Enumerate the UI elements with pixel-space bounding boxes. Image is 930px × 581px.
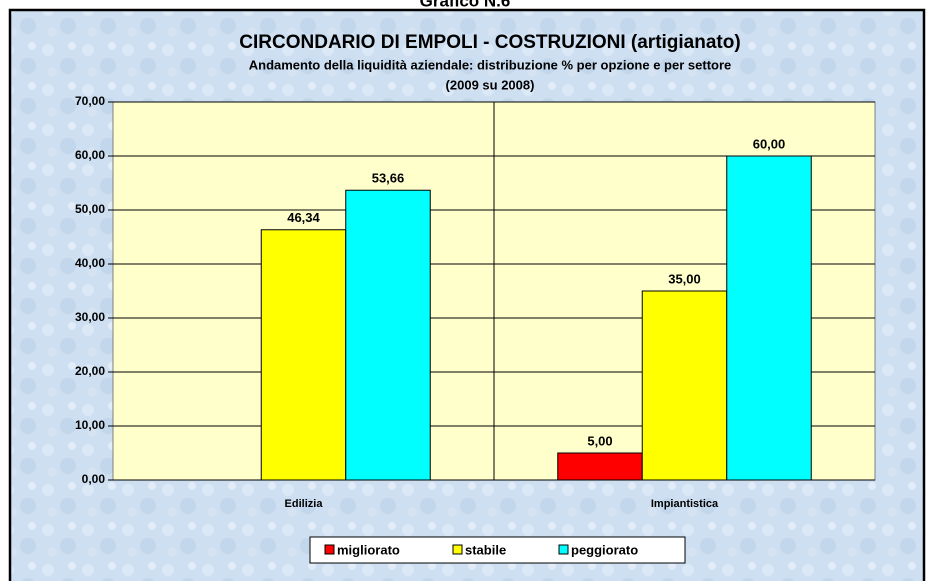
y-tick-label: 30,00	[75, 310, 105, 324]
y-tick-label: 20,00	[75, 364, 105, 378]
bar	[726, 155, 812, 481]
data-label: 60,00	[753, 136, 786, 151]
y-tick-label: 70,00	[75, 94, 105, 108]
legend-label: migliorato	[337, 542, 400, 557]
legend-swatch	[452, 544, 463, 555]
y-tick-label: 0,00	[82, 472, 106, 486]
data-label: 46,34	[287, 210, 320, 225]
legend-label: peggiorato	[571, 542, 638, 557]
y-tick-label: 60,00	[75, 148, 105, 162]
chart-subtitle: (2009 su 2008)	[446, 77, 535, 92]
data-label: 53,66	[372, 171, 405, 186]
chart-subtitle: Andamento della liquidità aziendale: dis…	[249, 57, 732, 72]
bar	[641, 290, 728, 481]
x-tick-label: Impiantistica	[651, 498, 719, 510]
x-tick-label: Edilizia	[285, 498, 324, 510]
bar	[345, 189, 431, 481]
data-label: 35,00	[668, 271, 701, 286]
header: Grafico N.6	[420, 0, 511, 10]
bar	[260, 229, 347, 481]
y-tick-label: 50,00	[75, 202, 105, 216]
legend-swatch	[324, 544, 335, 555]
legend-swatch	[558, 544, 569, 555]
legend	[309, 536, 686, 564]
chart-title: CIRCONDARIO DI EMPOLI - COSTRUZIONI (art…	[239, 32, 740, 53]
data-label: 5,00	[587, 433, 612, 448]
legend-label: stabile	[465, 542, 506, 557]
y-tick-label: 10,00	[75, 418, 105, 432]
y-tick-label: 40,00	[75, 256, 105, 270]
bar	[557, 452, 643, 481]
